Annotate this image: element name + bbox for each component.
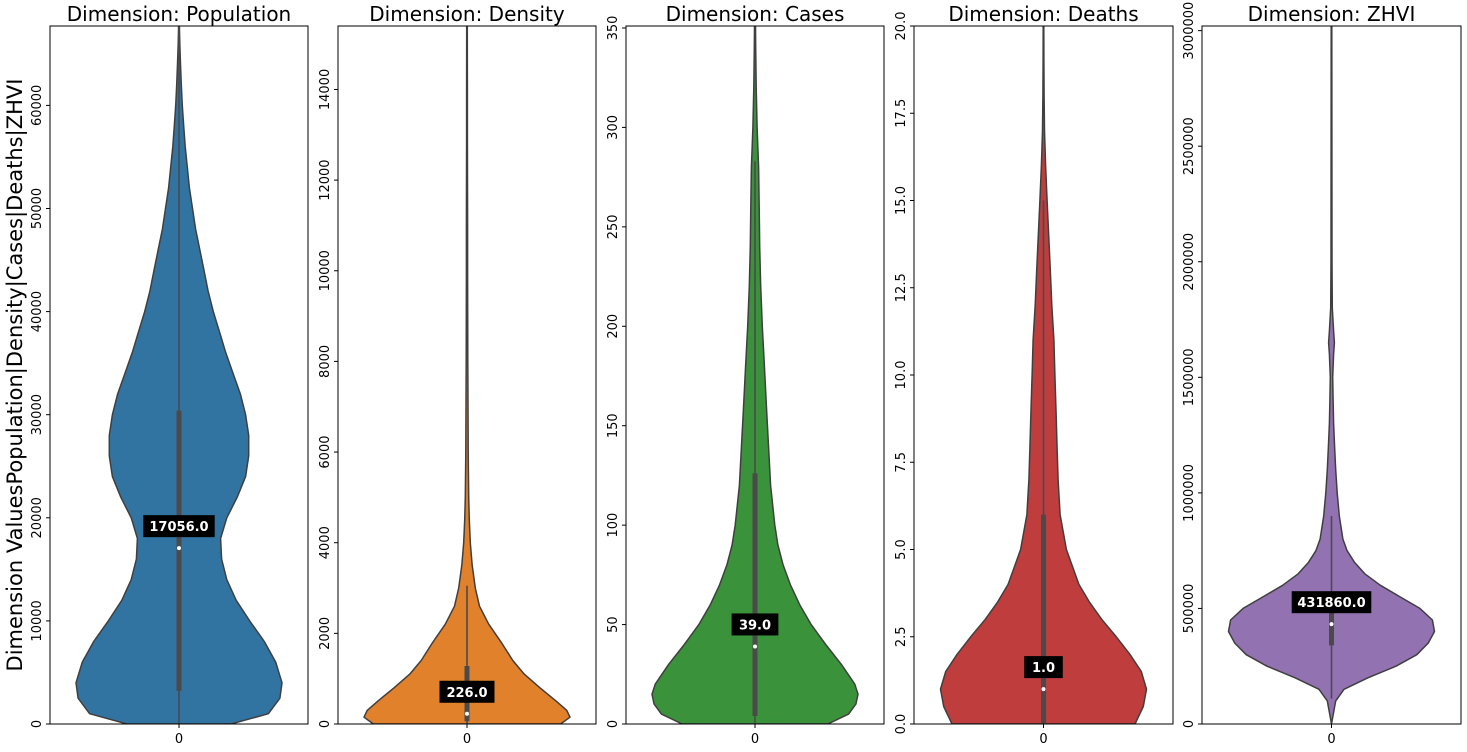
y-tick-label: 250 xyxy=(606,214,621,239)
median-label-box xyxy=(439,680,495,703)
y-tick-label: 1000000 xyxy=(1182,464,1197,522)
violin-body xyxy=(1227,26,1436,724)
y-tick-label: 4000 xyxy=(318,526,333,559)
y-tick-label: 20000 xyxy=(30,497,45,538)
y-tick-label: 6000 xyxy=(318,436,333,469)
panel-2: Dimension: Density 226.0 0 2000 4000 6000 8000… xyxy=(318,2,597,747)
y-tick-label: 12000 xyxy=(318,159,333,200)
y-axis-label: Dimension ValuesPopulation|Density|Cases… xyxy=(3,79,28,672)
panel-5: Dimension: ZHVI 431860.0 0 500000 1000000 150… xyxy=(1182,2,1462,747)
median-label: 1.0 xyxy=(1032,661,1055,676)
y-tick-label: 40000 xyxy=(30,291,45,332)
y-tick-label: 60000 xyxy=(30,85,45,126)
median-marker xyxy=(753,644,757,649)
y-tick-label: 7.5 xyxy=(894,452,909,473)
y-tick-label: 2000 xyxy=(318,617,333,650)
median-label: 39.0 xyxy=(739,618,771,633)
median-label: 17056.0 xyxy=(149,520,208,535)
y-tick-label: 1500000 xyxy=(1182,348,1197,406)
y-tick-label: 17.5 xyxy=(894,99,909,128)
y-tick-label: 5.0 xyxy=(894,539,909,560)
median-marker xyxy=(1041,687,1046,692)
x-tick-label: 0 xyxy=(1327,732,1335,747)
panel-3: Dimension: Cases 39.0 0 50 100 150 200 250 300 35… xyxy=(606,2,885,747)
y-tick-label: 50 xyxy=(606,616,621,633)
y-tick-label: 100 xyxy=(606,513,621,538)
median-label: 431860.0 xyxy=(1297,596,1365,611)
violin-body xyxy=(363,26,571,724)
panel-title: Dimension: Population xyxy=(67,2,291,26)
median-label-box xyxy=(1291,591,1372,614)
y-tick-label: 500000 xyxy=(1182,584,1197,634)
y-tick-label: 150 xyxy=(606,413,621,438)
y-tick-label: 14000 xyxy=(318,69,333,110)
y-tick-label: 2500000 xyxy=(1182,117,1197,175)
y-tick-label: 15.0 xyxy=(894,186,909,215)
y-tick-label: 0.0 xyxy=(894,714,909,735)
median-label-box xyxy=(143,515,215,538)
y-tick-label: 0 xyxy=(318,720,333,728)
panel-title: Dimension: Deaths xyxy=(948,2,1138,26)
panel-4: Dimension: Deaths 1.0 0.0 2.5 5.0 7.5 10.0 12.5… xyxy=(894,2,1174,747)
y-tick-label: 10000 xyxy=(318,250,333,291)
y-tick-label: 0 xyxy=(606,720,621,728)
median-marker xyxy=(465,711,469,716)
median-marker xyxy=(177,546,181,551)
y-tick-label: 30000 xyxy=(30,394,45,435)
panel-1: Dimension: Population 17056.0 0 10000 20000 3… xyxy=(30,2,309,747)
y-tick-label: 300 xyxy=(606,115,621,140)
y-tick-label: 2.5 xyxy=(894,626,909,647)
panel-title: Dimension: Cases xyxy=(666,2,845,26)
y-tick-label: 8000 xyxy=(318,345,333,378)
y-tick-label: 350 xyxy=(606,16,621,41)
median-label-box xyxy=(731,613,779,636)
median-label: 226.0 xyxy=(446,686,487,701)
median-marker xyxy=(1329,622,1334,627)
y-tick-label: 20.0 xyxy=(894,12,909,41)
y-tick-label: 200 xyxy=(606,314,621,339)
y-tick-label: 3000000 xyxy=(1182,2,1197,60)
panel-title: Dimension: Density xyxy=(369,2,565,26)
x-tick-label: 0 xyxy=(175,732,183,747)
y-tick-label: 0 xyxy=(30,720,45,728)
x-tick-label: 0 xyxy=(463,732,471,747)
y-tick-label: 2000000 xyxy=(1182,233,1197,291)
panel-title: Dimension: ZHVI xyxy=(1248,2,1416,26)
y-tick-label: 12.5 xyxy=(894,273,909,302)
y-tick-label: 10.0 xyxy=(894,361,909,390)
y-tick-label: 0 xyxy=(1182,720,1197,728)
y-tick-label: 10000 xyxy=(30,600,45,641)
x-tick-label: 0 xyxy=(1039,732,1047,747)
y-tick-label: 50000 xyxy=(30,188,45,229)
median-label-box xyxy=(1024,656,1063,679)
x-tick-label: 0 xyxy=(751,732,759,747)
